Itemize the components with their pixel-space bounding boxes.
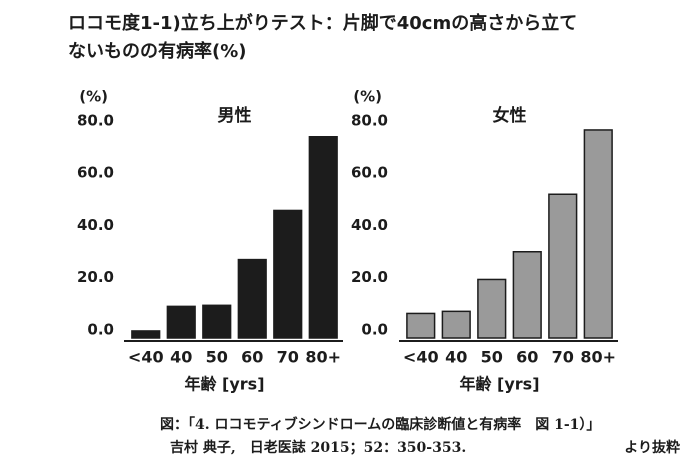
x-tick-label: 80+ [580, 348, 616, 367]
bar [406, 312, 436, 339]
x-tick-label: <40 [403, 348, 439, 367]
x-tick-label: 40 [170, 348, 192, 367]
x-tick-label: 50 [206, 348, 228, 367]
x-axis-label: 年齢 [yrs] [459, 375, 539, 394]
caption: 吉村 典子, 日老医誌 2015；52：350-353. [170, 439, 466, 456]
y-tick-label: 80.0 [351, 111, 388, 129]
bar [583, 129, 613, 339]
x-tick-label: 60 [241, 348, 263, 367]
x-tick-label: 70 [552, 348, 574, 367]
y-tick-label: 0.0 [87, 321, 114, 339]
y-tick-label: 40.0 [351, 216, 388, 234]
bar [273, 209, 303, 339]
y-tick-label: 60.0 [351, 164, 388, 182]
bar [477, 278, 507, 339]
x-tick-label: 40 [445, 348, 467, 367]
x-tick-label: <40 [128, 348, 164, 367]
y-axis-label: (%) [353, 88, 382, 106]
bar [166, 305, 196, 339]
y-tick-label: 20.0 [77, 268, 114, 286]
bar [237, 258, 267, 339]
y-tick-label: 0.0 [361, 321, 388, 339]
y-tick-label: 40.0 [77, 216, 114, 234]
y-axis-label: (%) [79, 88, 108, 106]
panel-title: 女性 [493, 105, 527, 126]
y-tick-label: 80.0 [77, 111, 114, 129]
bar [202, 304, 232, 339]
x-axis-label: 年齢 [yrs] [184, 375, 264, 394]
x-tick-label: 50 [481, 348, 503, 367]
caption: 図：「4. ロコモティブシンドロームの臨床診断値と有病率 図 1-1）」 [160, 416, 600, 433]
bar [441, 310, 471, 339]
panel-title: 男性 [218, 105, 252, 126]
bar [512, 251, 542, 339]
bar [548, 193, 578, 339]
x-tick-label: 70 [277, 348, 299, 367]
caption: より抜粋 [624, 439, 680, 456]
x-tick-label: 60 [516, 348, 538, 367]
bar [131, 330, 161, 339]
y-tick-label: 20.0 [351, 268, 388, 286]
bar [308, 136, 338, 339]
x-tick-label: 80+ [305, 348, 341, 367]
chart-title: ロコモ度1-1)立ち上がりテスト：片脚で40cmの高さから立て [68, 12, 577, 34]
y-tick-label: 60.0 [77, 164, 114, 182]
chart-title: ないものの有病率(%) [68, 40, 247, 62]
